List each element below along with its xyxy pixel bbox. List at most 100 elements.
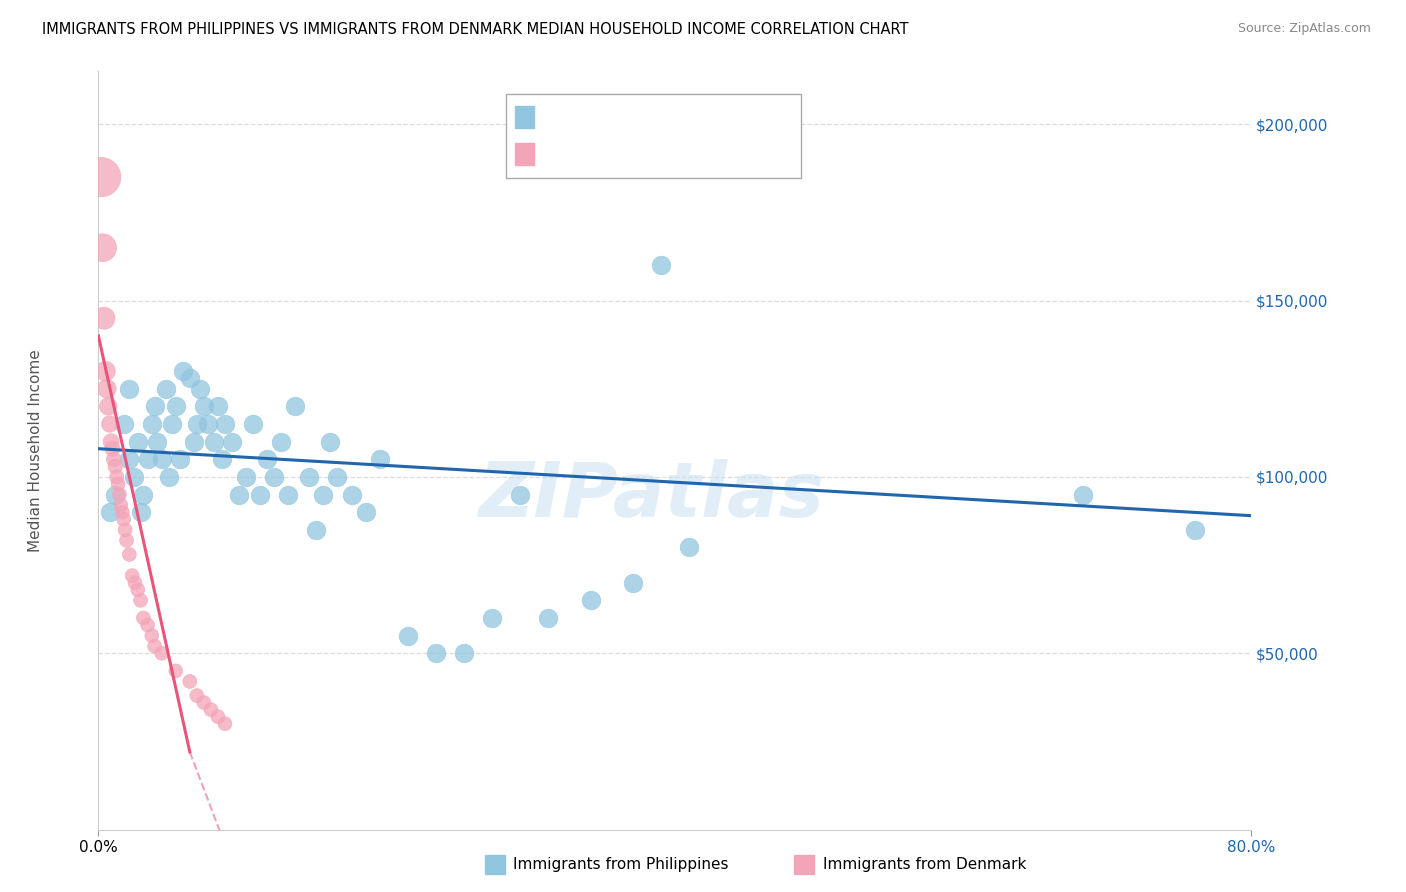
Point [396,629,419,643]
Point [186,689,208,703]
Point [160,417,183,431]
Point [107,477,129,491]
Point [242,417,264,431]
Point [270,434,292,449]
Point [249,487,271,501]
Point [197,417,219,431]
Point [143,400,166,414]
Point [122,470,145,484]
Point [146,434,169,449]
Point [118,548,141,562]
Point [207,709,229,723]
Point [136,618,159,632]
Text: R =: R = [543,147,574,161]
Text: -0.108: -0.108 [576,110,628,124]
Point [298,470,321,484]
Point [453,646,475,660]
Point [103,452,125,467]
Text: -0.433: -0.433 [576,147,628,161]
Point [101,442,124,456]
Point [150,452,173,467]
Point [509,487,531,501]
Point [214,716,236,731]
Point [305,523,328,537]
Point [537,611,560,625]
Point [228,487,250,501]
Point [481,611,503,625]
Point [678,541,700,555]
Point [112,417,135,431]
Point [127,434,149,449]
Point [90,170,112,185]
Point [202,434,225,449]
Point [96,382,118,396]
Point [1184,523,1206,537]
Point [94,364,117,378]
Point [621,575,644,590]
Point [354,505,377,519]
Point [136,452,159,467]
Point [141,629,163,643]
Text: R =: R = [543,110,574,124]
Text: N =: N = [640,110,672,124]
Point [112,512,135,526]
Point [277,487,299,501]
Point [141,417,163,431]
Point [118,382,141,396]
Point [425,646,447,660]
Point [211,452,233,467]
Point [132,611,155,625]
Point [105,470,128,484]
Point [340,487,363,501]
Point [319,434,342,449]
Point [124,575,146,590]
Point [165,400,187,414]
Point [129,593,152,607]
Text: Median Household Income: Median Household Income [28,349,42,552]
Point [108,487,131,501]
Point [104,459,127,474]
Point [193,696,215,710]
Point [157,470,180,484]
Point [98,417,121,431]
Point [368,452,391,467]
Point [98,505,121,519]
Point [312,487,335,501]
Point [118,452,141,467]
Text: IMMIGRANTS FROM PHILIPPINES VS IMMIGRANTS FROM DENMARK MEDIAN HOUSEHOLD INCOME C: IMMIGRANTS FROM PHILIPPINES VS IMMIGRANT… [42,22,908,37]
Point [91,241,114,255]
Point [111,505,134,519]
Point [235,470,257,484]
Point [150,646,173,660]
Text: 60: 60 [675,110,695,124]
Point [326,470,349,484]
Point [193,400,215,414]
Point [221,434,243,449]
Point [284,400,307,414]
Point [115,533,138,548]
Point [129,505,152,519]
Point [200,703,222,717]
Point [169,452,191,467]
Point [207,400,229,414]
Point [155,382,177,396]
Text: Source: ZipAtlas.com: Source: ZipAtlas.com [1237,22,1371,36]
Point [100,434,122,449]
Point [214,417,236,431]
Point [256,452,278,467]
Point [650,258,672,272]
Point [188,382,211,396]
Point [172,364,194,378]
Text: N =: N = [640,147,672,161]
Point [132,487,155,501]
Point [93,311,115,326]
Point [179,371,201,385]
Text: ZIPatlas: ZIPatlas [479,459,825,533]
Text: 36: 36 [675,147,695,161]
Text: Immigrants from Philippines: Immigrants from Philippines [513,857,728,871]
Point [179,674,201,689]
Point [165,664,187,678]
Point [127,582,149,597]
Point [183,434,205,449]
Point [104,487,127,501]
